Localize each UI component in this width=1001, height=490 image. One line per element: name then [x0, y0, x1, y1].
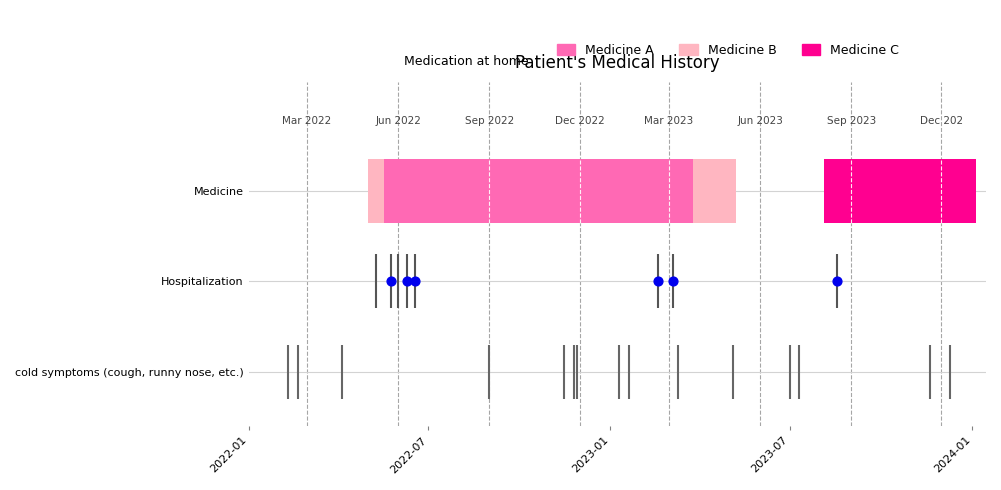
Bar: [367, 159, 384, 222]
Point: [665, 277, 681, 285]
Point: [829, 277, 845, 285]
Text: Jun 2022: Jun 2022: [375, 116, 421, 126]
Text: Dec 2022: Dec 2022: [555, 116, 605, 126]
Text: Medication at home: Medication at home: [404, 55, 529, 68]
Point: [407, 277, 423, 285]
Text: Mar 2022: Mar 2022: [282, 116, 331, 126]
Point: [650, 277, 666, 285]
Legend: Medicine A, Medicine B, Medicine C: Medicine A, Medicine B, Medicine C: [557, 44, 899, 57]
Bar: [405, 159, 693, 222]
Text: Dec 202: Dec 202: [920, 116, 963, 126]
Point: [383, 277, 399, 285]
Bar: [825, 159, 976, 222]
Title: Patient's Medical History: Patient's Medical History: [515, 54, 720, 73]
Bar: [693, 159, 737, 222]
Text: Jun 2023: Jun 2023: [737, 116, 783, 126]
Text: Sep 2023: Sep 2023: [827, 116, 876, 126]
Text: Sep 2022: Sep 2022: [464, 116, 515, 126]
Text: Mar 2023: Mar 2023: [645, 116, 694, 126]
Point: [399, 277, 415, 285]
Bar: [384, 159, 405, 222]
